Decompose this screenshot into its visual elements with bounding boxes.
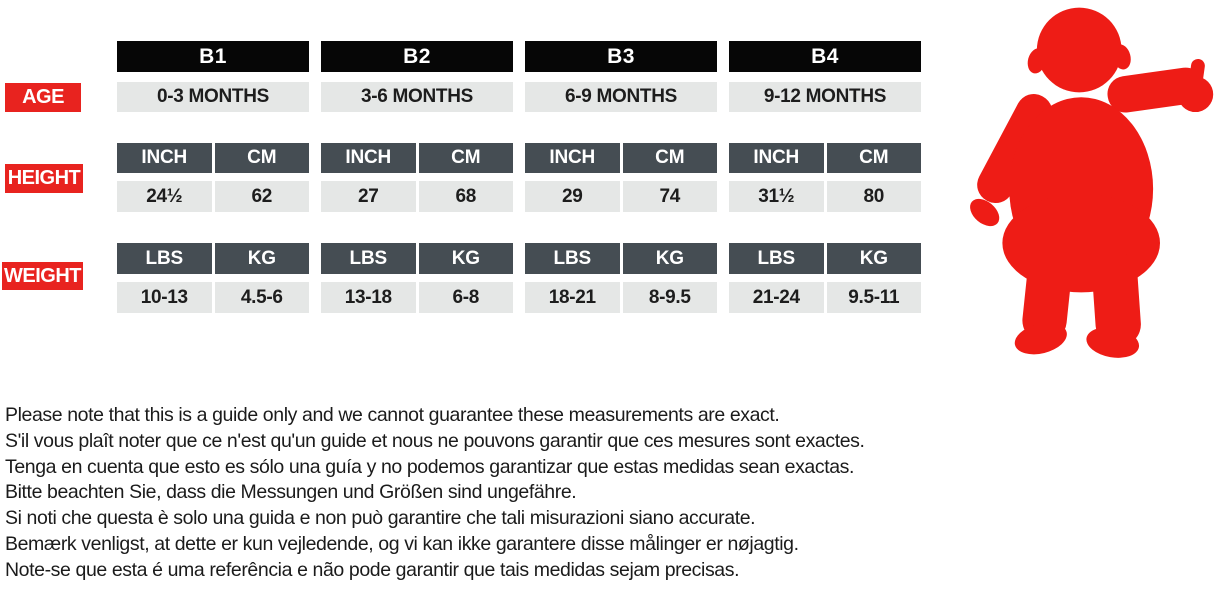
weight-lbs-value: 21-24 bbox=[729, 282, 824, 313]
disclaimer-line-fr: S'il vous plaît noter que ce n'est qu'un… bbox=[5, 429, 865, 452]
cm-unit-header: CM bbox=[214, 143, 309, 173]
lbs-unit-header: LBS bbox=[525, 243, 620, 274]
size-column-b3: B3 6-9 MONTHS INCH CM 29 74 LBS KG 18-21… bbox=[525, 0, 717, 330]
age-value: 3-6 MONTHS bbox=[321, 82, 513, 112]
lbs-unit-header: LBS bbox=[117, 243, 212, 274]
disclaimer-line-es: Tenga en cuenta que esto es sólo una guí… bbox=[5, 455, 855, 478]
height-inch-value: 27 bbox=[321, 181, 416, 212]
size-column-b4: B4 9-12 MONTHS INCH CM 31½ 80 LBS KG 21-… bbox=[729, 0, 921, 330]
kg-unit-header: KG bbox=[214, 243, 309, 274]
weight-lbs-value: 18-21 bbox=[525, 282, 620, 313]
size-column-header: B1 bbox=[117, 41, 309, 72]
age-value: 0-3 MONTHS bbox=[117, 82, 309, 112]
disclaimer-line-de: Bitte beachten Sie, dass die Messungen u… bbox=[5, 481, 577, 504]
weight-lbs-value: 10-13 bbox=[117, 282, 212, 313]
inch-unit-header: INCH bbox=[321, 143, 416, 173]
size-column-header: B3 bbox=[525, 41, 717, 72]
weight-row-label: WEIGHT bbox=[2, 262, 83, 290]
weight-lbs-value: 13-18 bbox=[321, 282, 416, 313]
size-column-header: B4 bbox=[729, 41, 921, 72]
age-row-label: AGE bbox=[5, 83, 81, 112]
baby-thumbs-up-icon bbox=[962, 2, 1226, 360]
cm-unit-header: CM bbox=[622, 143, 717, 173]
height-inch-value: 31½ bbox=[729, 181, 824, 212]
age-value: 6-9 MONTHS bbox=[525, 82, 717, 112]
cm-unit-header: CM bbox=[826, 143, 921, 173]
age-value: 9-12 MONTHS bbox=[729, 82, 921, 112]
kg-unit-header: KG bbox=[418, 243, 513, 274]
disclaimer-line-pt: Note-se que esta é uma referência e não … bbox=[5, 558, 740, 581]
size-column-header: B2 bbox=[321, 41, 513, 72]
size-column-b1: B1 0-3 MONTHS INCH CM 24½ 62 LBS KG 10-1… bbox=[117, 0, 309, 330]
inch-unit-header: INCH bbox=[729, 143, 824, 173]
lbs-unit-header: LBS bbox=[729, 243, 824, 274]
weight-kg-value: 9.5-11 bbox=[826, 282, 921, 313]
height-row-label: HEIGHT bbox=[5, 164, 83, 193]
inch-unit-header: INCH bbox=[117, 143, 212, 173]
lbs-unit-header: LBS bbox=[321, 243, 416, 274]
height-cm-value: 80 bbox=[826, 181, 921, 212]
height-cm-value: 68 bbox=[418, 181, 513, 212]
kg-unit-header: KG bbox=[622, 243, 717, 274]
height-cm-value: 62 bbox=[214, 181, 309, 212]
disclaimer-line-en: Please note that this is a guide only an… bbox=[5, 404, 780, 426]
weight-kg-value: 8-9.5 bbox=[622, 282, 717, 313]
height-cm-value: 74 bbox=[622, 181, 717, 212]
inch-unit-header: INCH bbox=[525, 143, 620, 173]
disclaimer-text: Please note that this is a guide only an… bbox=[5, 403, 1005, 584]
size-column-b2: B2 3-6 MONTHS INCH CM 27 68 LBS KG 13-18… bbox=[321, 0, 513, 330]
disclaimer-line-da: Bemærk venligst, at dette er kun vejlede… bbox=[5, 532, 799, 555]
height-inch-value: 29 bbox=[525, 181, 620, 212]
weight-kg-value: 4.5-6 bbox=[214, 282, 309, 313]
cm-unit-header: CM bbox=[418, 143, 513, 173]
height-inch-value: 24½ bbox=[117, 181, 212, 212]
weight-kg-value: 6-8 bbox=[418, 282, 513, 313]
kg-unit-header: KG bbox=[826, 243, 921, 274]
disclaimer-line-it: Si noti che questa è solo una guida e no… bbox=[5, 507, 756, 530]
